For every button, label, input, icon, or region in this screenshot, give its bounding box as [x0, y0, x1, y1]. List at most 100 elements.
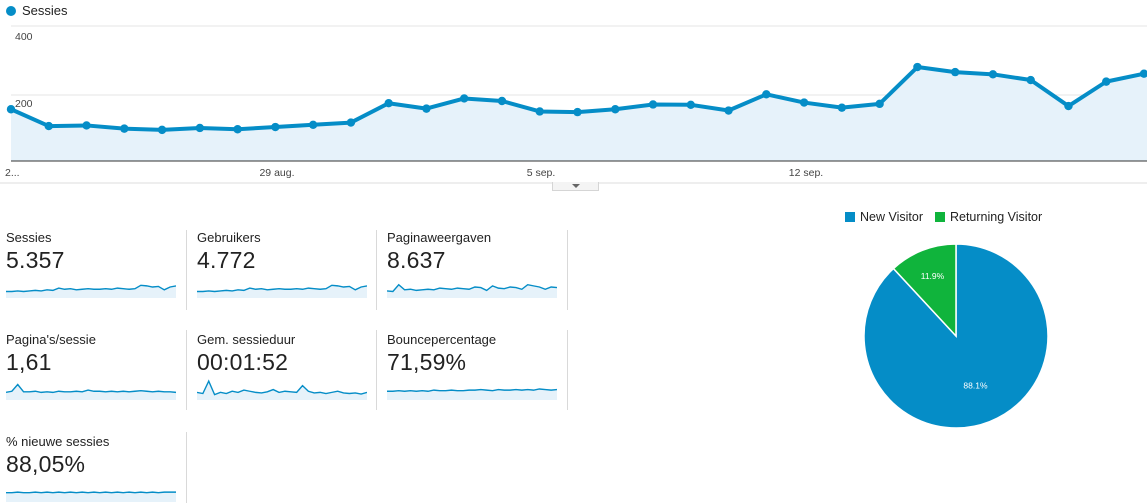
data-point[interactable]: [157, 125, 167, 135]
divider: [567, 230, 568, 310]
data-point[interactable]: [271, 122, 280, 132]
divider: [567, 330, 568, 410]
sparkline-line: [6, 383, 176, 394]
series-legend[interactable]: Sessies: [6, 3, 68, 18]
data-point[interactable]: [799, 98, 809, 107]
metric-label: Sessies: [6, 230, 52, 245]
metric-label: Paginaweergaven: [387, 230, 492, 245]
metric-value: 4.772: [197, 247, 256, 273]
data-point[interactable]: [686, 100, 695, 110]
metric-sparkline: [6, 284, 176, 298]
data-point[interactable]: [611, 105, 620, 114]
data-point[interactable]: [346, 118, 356, 127]
data-point[interactable]: [308, 120, 318, 130]
metric-sparkline: [387, 283, 557, 298]
metric-users[interactable]: Gebruikers 4.772: [197, 230, 367, 298]
data-point[interactable]: [120, 124, 129, 133]
data-point[interactable]: [724, 106, 733, 115]
y-tick-label: 400: [15, 31, 33, 43]
x-tick-label: 5 sep.: [527, 167, 556, 179]
metric-avg-session-duration[interactable]: Gem. sessieduur 00:01:52: [197, 332, 367, 400]
sparkline-area: [197, 381, 367, 400]
divider: [186, 432, 187, 503]
series-dot-icon: [6, 6, 16, 16]
data-point[interactable]: [573, 107, 582, 117]
sparkline-line: [6, 284, 176, 293]
metric-bounce-rate[interactable]: Bouncepercentage 71,59%: [387, 332, 557, 400]
x-tick-label: 2...: [5, 167, 20, 179]
data-point[interactable]: [648, 100, 658, 109]
collapse-chart-button[interactable]: [552, 182, 599, 191]
data-point[interactable]: [875, 99, 884, 109]
data-point[interactable]: [988, 70, 998, 79]
sparkline-area: [6, 285, 176, 298]
metric-label: Gem. sessieduur: [197, 332, 296, 347]
data-point[interactable]: [497, 96, 507, 106]
legend-item-returning-visitor[interactable]: Returning Visitor: [934, 210, 1043, 224]
sessions-line-chart[interactable]: 400 200 2... 29 aug. 5 sep. 12 sep.: [0, 0, 1147, 186]
legend-label: New Visitor: [860, 210, 923, 224]
data-point[interactable]: [233, 125, 242, 134]
pie-legend: New Visitor Returning Visitor: [845, 210, 1054, 224]
metric-sessions[interactable]: Sessies 5.357: [6, 230, 176, 298]
data-point[interactable]: [384, 99, 393, 108]
data-point[interactable]: [535, 107, 544, 116]
divider: [186, 330, 187, 410]
visitor-type-pie-chart[interactable]: 88.1% 11.9%: [862, 243, 1050, 429]
sparkline-line: [197, 379, 367, 396]
metric-pages-per-session[interactable]: Pagina's/sessie 1,61: [6, 332, 176, 400]
sparkline-area: [6, 492, 176, 502]
data-point[interactable]: [460, 94, 469, 103]
data-point[interactable]: [82, 121, 91, 130]
x-tick-label: 29 aug.: [259, 167, 294, 179]
metric-sparkline: [387, 388, 557, 400]
metric-value: 71,59%: [387, 349, 467, 375]
pie-slice[interactable]: [892, 243, 957, 338]
metric-sparkline: [6, 491, 176, 502]
data-point[interactable]: [950, 67, 960, 77]
legend-swatch: [934, 212, 945, 222]
metric-sparkline: [197, 284, 367, 298]
sparkline-area: [197, 285, 367, 298]
data-point[interactable]: [44, 121, 53, 131]
data-point[interactable]: [837, 103, 847, 112]
sparkline-line: [387, 388, 557, 392]
data-point[interactable]: [1102, 77, 1111, 86]
metric-value: 00:01:52: [197, 349, 289, 375]
data-point[interactable]: [6, 105, 16, 114]
pie-slice-label: 88.1%: [963, 381, 988, 391]
series-legend-label: Sessies: [22, 3, 68, 18]
metric-pageviews[interactable]: Paginaweergaven 8.637: [387, 230, 557, 298]
sparkline-area: [387, 284, 557, 298]
metric-value: 8.637: [387, 247, 446, 273]
divider: [376, 330, 377, 410]
metric-value: 5.357: [6, 247, 65, 273]
x-tick-label: 12 sep.: [789, 167, 823, 179]
sparkline-line: [197, 284, 367, 293]
metric-value: 88,05%: [6, 451, 86, 477]
divider: [376, 230, 377, 310]
data-point[interactable]: [422, 104, 431, 113]
data-point[interactable]: [1026, 75, 1035, 85]
metric-label: % nieuwe sessies: [6, 434, 110, 449]
chevron-down-icon: [571, 184, 580, 188]
divider: [186, 230, 187, 310]
metric-label: Bouncepercentage: [387, 332, 497, 347]
data-point[interactable]: [913, 62, 922, 72]
metric-label: Pagina's/sessie: [6, 332, 96, 347]
data-point[interactable]: [195, 123, 205, 133]
pie-slice-label: 11.9%: [921, 271, 945, 281]
y-tick-label: 200: [15, 98, 33, 110]
legend-item-new-visitor[interactable]: New Visitor: [845, 210, 923, 224]
sparkline-line: [6, 491, 176, 494]
sparkline-line: [387, 283, 557, 293]
sparkline-area: [387, 389, 557, 400]
legend-label: Returning Visitor: [949, 210, 1043, 224]
metric-sparkline: [6, 383, 176, 400]
metric-label: Gebruikers: [197, 230, 261, 245]
sparkline-area: [6, 384, 176, 400]
metric-new-sessions-percent[interactable]: % nieuwe sessies 88,05%: [6, 434, 176, 502]
data-point[interactable]: [762, 90, 771, 99]
data-point[interactable]: [1064, 101, 1073, 111]
data-point[interactable]: [1139, 69, 1147, 78]
